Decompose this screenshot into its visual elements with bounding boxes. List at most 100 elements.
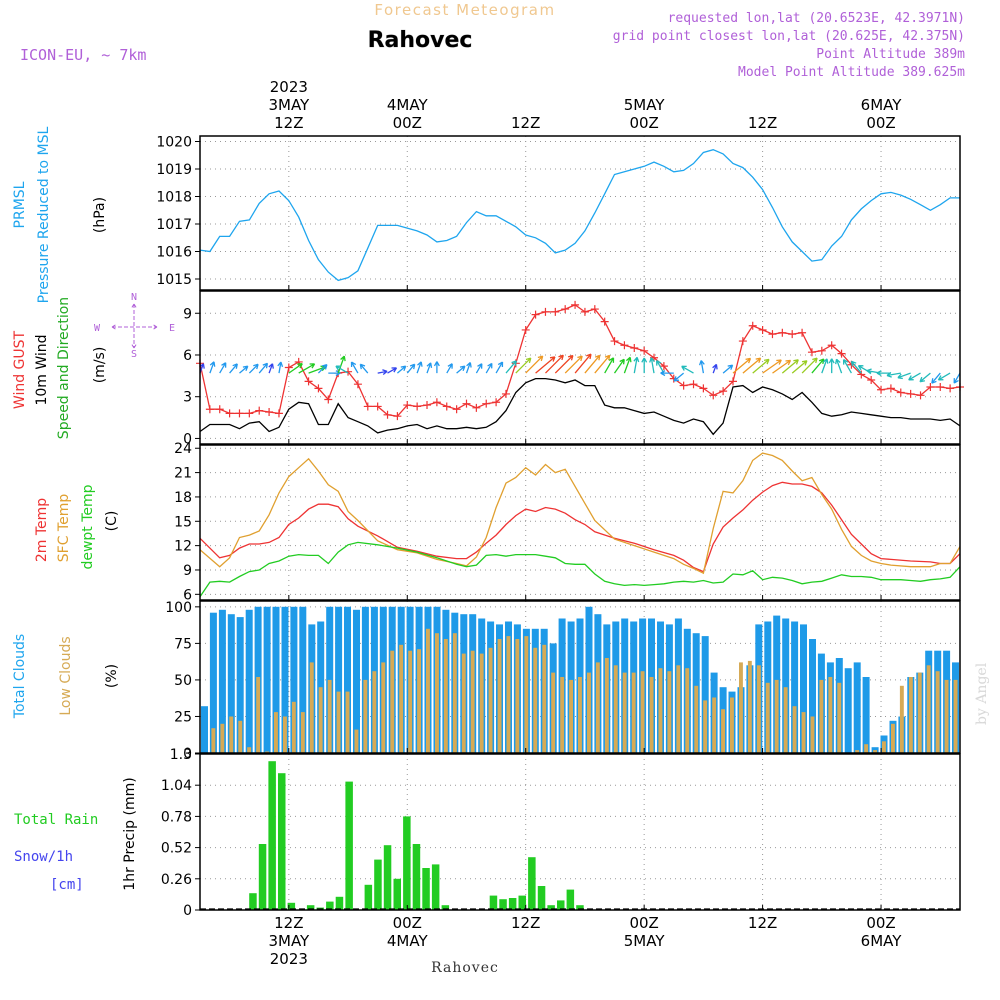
clouds-bar-total-clouds [209, 612, 217, 753]
clouds-bar-low-clouds [336, 691, 341, 753]
precip-bar-total-rain [374, 859, 382, 910]
wind-direction-arrow [258, 362, 269, 374]
wind-direction-arrow [584, 354, 601, 374]
wind-direction-arrow [426, 362, 433, 374]
wind-series-wind-gust [199, 304, 961, 417]
clouds-bar-low-clouds [399, 644, 404, 753]
clouds-bar-low-clouds [497, 639, 502, 753]
wind-gust-point [274, 409, 283, 418]
wind-gust-point [640, 346, 649, 355]
location-title: Rahovec [368, 28, 473, 53]
clouds-bar-total-clouds [800, 624, 807, 753]
wind-direction-arrow [377, 369, 388, 376]
wind-direction-arrow [919, 372, 931, 383]
clouds-bar-total-clouds [344, 606, 351, 753]
clouds-bar-low-clouds [408, 650, 413, 753]
clouds-bar-low-clouds [774, 679, 779, 753]
wind-gust-point [255, 406, 264, 415]
precip-frame [199, 753, 961, 911]
wind-gust-point [561, 305, 570, 314]
precip-bar-total-rain [441, 905, 450, 910]
clouds-bar-low-clouds [569, 679, 573, 753]
pressure-ytick-label: 1015 [156, 272, 192, 288]
clouds-bar-low-clouds [694, 685, 699, 753]
wind-direction-arrow [660, 370, 674, 377]
clouds-bar-low-clouds [211, 728, 216, 753]
clouds-bar-low-clouds [730, 697, 734, 753]
wind-gust-point [551, 307, 560, 316]
precip-bar-total-rain [528, 857, 536, 910]
clouds-bar-total-clouds [844, 668, 852, 753]
wind-direction-arrow [475, 363, 483, 374]
wind-gust-point [472, 403, 481, 412]
wind-gust-point [877, 385, 886, 394]
precip-bar-total-rain [489, 895, 498, 910]
bottom-time-label: 12Z [511, 914, 540, 932]
wind-direction-arrow [821, 358, 829, 374]
clouds-bar-low-clouds [381, 662, 386, 753]
clouds-bar-low-clouds [908, 677, 913, 753]
wind-direction-arrow [335, 365, 349, 374]
wind-direction-arrow [505, 360, 517, 374]
wind-gust-point [788, 330, 797, 339]
wind-gust-point [699, 384, 708, 393]
low-clouds-label: Low Clouds [58, 636, 74, 715]
top-time-label: 12Z [511, 114, 540, 132]
snow-unit-label: [cm] [50, 877, 84, 893]
clouds-bar-total-clouds [809, 639, 816, 753]
clouds-bar-low-clouds [524, 636, 529, 753]
total-clouds-label: Total Clouds [12, 634, 28, 719]
clouds-bar-low-clouds [801, 712, 806, 753]
wind-gust-point [580, 307, 589, 316]
clouds-bar-low-clouds [506, 636, 511, 753]
precip-bar-total-rain [431, 864, 440, 910]
wind-gust-point [778, 328, 787, 337]
clouds-bar-total-clouds [782, 618, 790, 753]
wind-direction-arrow [641, 357, 648, 374]
cloud-unit: (%) [104, 664, 120, 688]
wind-gust-point [709, 391, 718, 400]
wind-gust-point [590, 305, 599, 314]
clouds-bar-low-clouds [810, 716, 815, 753]
wind-direction-arrow [456, 365, 466, 374]
clouds-bar-low-clouds [658, 668, 663, 753]
clouds-bar-low-clouds [354, 729, 359, 753]
clouds-bar-total-clouds [236, 617, 244, 753]
point-altitude: Point Altitude 389m [816, 47, 965, 62]
footer-location: Rahovec [431, 960, 499, 976]
wind-gust-point [215, 405, 224, 414]
wind-gust-point [926, 382, 935, 391]
clouds-bar-low-clouds [220, 723, 225, 753]
requested-coords: requested lon,lat (20.6523E, 42.3971N) [668, 11, 965, 26]
grid-point-coords: grid point closest lon,lat (20.625E, 42.… [613, 29, 965, 44]
wind-direction-arrow [801, 357, 818, 374]
clouds-bar-low-clouds [926, 665, 931, 753]
precip-bar-total-rain [383, 845, 392, 910]
wind-gust-point [432, 398, 441, 407]
clouds-bar-low-clouds [247, 747, 252, 753]
precip-bar-total-rain [393, 878, 401, 910]
wind-gust-point [630, 344, 639, 353]
clouds-bar-low-clouds [578, 677, 582, 753]
precip-bar-total-rain [412, 844, 421, 910]
wind-gust-point [906, 389, 915, 398]
wind-direction-arrow [722, 364, 734, 374]
clouds-bar-low-clouds [515, 639, 520, 753]
compass-west: W [94, 323, 101, 334]
bottom-time-label: 2023 [270, 950, 308, 968]
bottom-time-label: 00Z [629, 914, 658, 932]
clouds-bar-low-clouds [891, 723, 895, 753]
precip-bar-total-rain [278, 773, 286, 910]
wind-direction-arrow [209, 361, 216, 374]
wind-direction-arrow [623, 356, 632, 374]
clouds-bar-low-clouds [649, 677, 654, 753]
clouds-bar-low-clouds [739, 662, 743, 753]
precip-ytick-label: 0.26 [161, 872, 192, 888]
wind-gust-point [886, 384, 895, 393]
clouds-bar-total-clouds [290, 606, 298, 753]
clouds-bar-total-clouds [245, 609, 253, 753]
wind-gust-point [571, 300, 580, 309]
wind-gust-point [245, 409, 254, 418]
temperature-ytick-label: 24 [174, 441, 192, 457]
